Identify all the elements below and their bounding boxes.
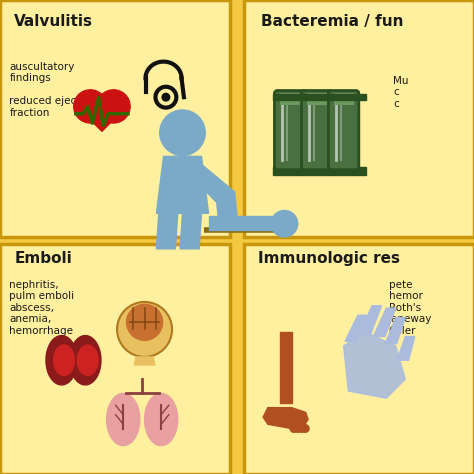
FancyBboxPatch shape (244, 0, 474, 237)
FancyBboxPatch shape (273, 93, 366, 100)
Polygon shape (46, 336, 77, 385)
FancyBboxPatch shape (244, 244, 474, 474)
Polygon shape (156, 156, 209, 213)
Polygon shape (385, 318, 405, 344)
FancyBboxPatch shape (273, 167, 366, 175)
Polygon shape (54, 345, 74, 375)
FancyBboxPatch shape (328, 91, 359, 170)
Text: Valvulitis: Valvulitis (14, 14, 93, 29)
Polygon shape (345, 315, 367, 341)
Circle shape (294, 425, 301, 432)
Polygon shape (134, 357, 155, 365)
Polygon shape (374, 308, 396, 337)
Circle shape (97, 90, 130, 123)
Polygon shape (156, 213, 178, 249)
Polygon shape (280, 332, 292, 403)
Polygon shape (359, 306, 382, 334)
Circle shape (73, 90, 107, 123)
Polygon shape (173, 156, 235, 201)
Text: Emboli: Emboli (14, 251, 72, 266)
Polygon shape (77, 345, 98, 375)
FancyBboxPatch shape (307, 93, 327, 105)
FancyBboxPatch shape (301, 91, 332, 170)
Text: Mu
c
c: Mu c c (393, 76, 409, 109)
Polygon shape (397, 337, 415, 360)
FancyBboxPatch shape (0, 0, 230, 237)
Circle shape (271, 210, 298, 237)
Text: pete
hemor
Roth's
Janeway
Osler: pete hemor Roth's Janeway Osler (389, 280, 432, 336)
Polygon shape (70, 336, 101, 385)
Polygon shape (344, 332, 405, 398)
Circle shape (160, 110, 205, 155)
Circle shape (117, 302, 172, 357)
Text: Bacteremia / fun: Bacteremia / fun (261, 14, 403, 29)
Polygon shape (180, 213, 201, 249)
Circle shape (298, 425, 305, 432)
Polygon shape (79, 108, 125, 131)
Circle shape (301, 425, 309, 432)
Circle shape (162, 93, 170, 101)
Circle shape (290, 425, 298, 432)
Text: nephritis,
pulm emboli
abscess,
anemia,
hemorrhage: nephritis, pulm emboli abscess, anemia, … (9, 280, 74, 336)
Circle shape (127, 304, 163, 340)
Text: Immunologic res: Immunologic res (258, 251, 401, 266)
Text: auscultatory
findings

reduced ejection
fraction: auscultatory findings reduced ejection f… (9, 62, 97, 118)
Polygon shape (209, 216, 275, 230)
FancyBboxPatch shape (334, 93, 354, 105)
FancyBboxPatch shape (280, 93, 300, 105)
FancyBboxPatch shape (0, 244, 230, 474)
Polygon shape (216, 192, 237, 216)
FancyBboxPatch shape (274, 91, 305, 170)
Polygon shape (107, 393, 140, 446)
Polygon shape (145, 393, 178, 446)
Polygon shape (263, 408, 308, 429)
